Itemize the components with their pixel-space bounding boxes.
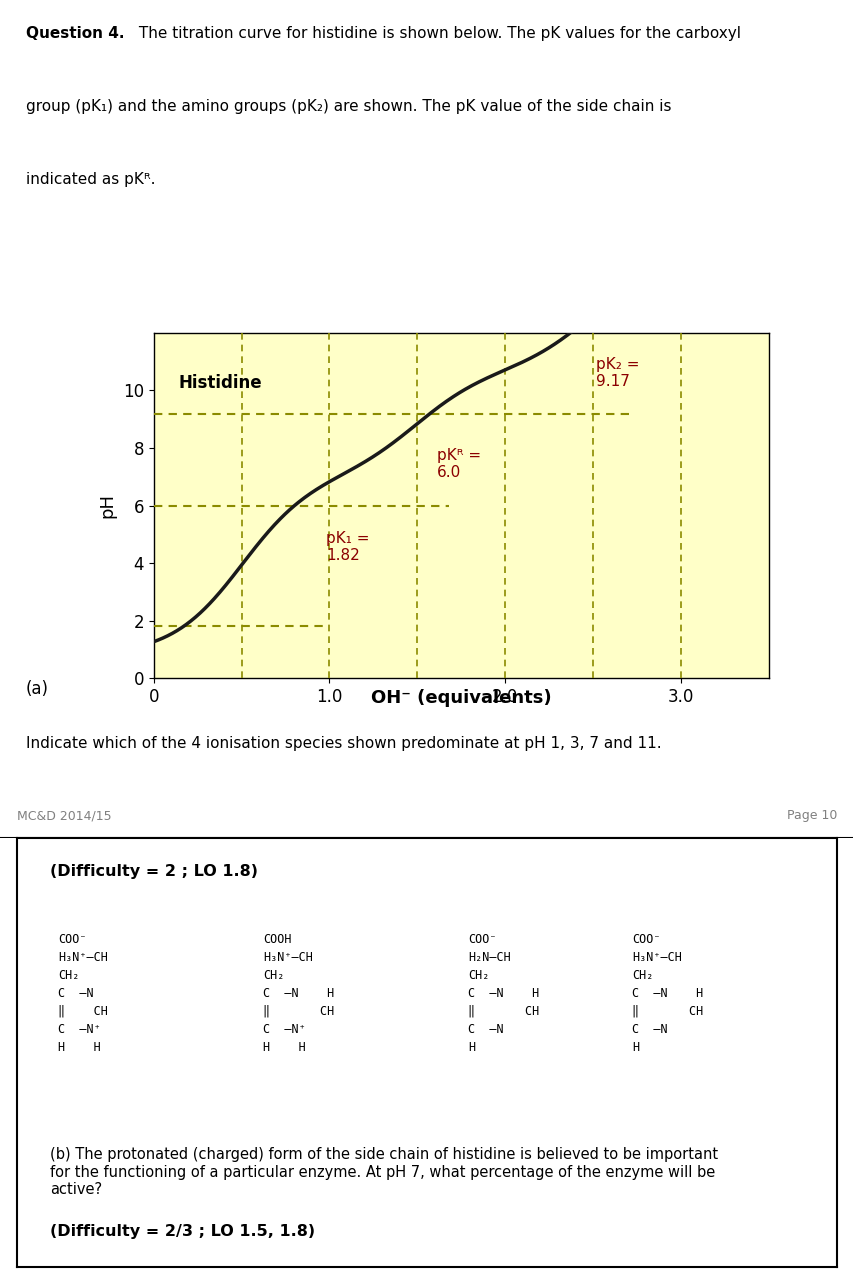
Text: group (pK₁) and the amino groups (pK₂) are shown. The pK value of the side chain: group (pK₁) and the amino groups (pK₂) a… (26, 99, 670, 114)
Text: indicated as pKᴿ.: indicated as pKᴿ. (26, 172, 155, 187)
Text: pKᴿ =
6.0: pKᴿ = 6.0 (436, 448, 480, 480)
Text: COOH
H₃N⁺–CH
CH₂
C  –N    H
‖       CH
C  –N⁺
H    H: COOH H₃N⁺–CH CH₂ C –N H ‖ CH C –N⁺ H H (263, 933, 334, 1053)
Text: pK₁ =
1.82: pK₁ = 1.82 (326, 531, 369, 563)
Text: (Difficulty = 2/3 ; LO 1.5, 1.8): (Difficulty = 2/3 ; LO 1.5, 1.8) (49, 1224, 315, 1239)
Y-axis label: pH: pH (98, 493, 116, 518)
Text: Indicate which of the 4 ionisation species shown predominate at pH 1, 3, 7 and 1: Indicate which of the 4 ionisation speci… (26, 736, 660, 751)
Text: Page 10: Page 10 (786, 809, 836, 823)
Text: (b) The protonated (charged) form of the side chain of histidine is believed to : (b) The protonated (charged) form of the… (49, 1147, 717, 1197)
Text: (a): (a) (26, 680, 49, 698)
Text: OH⁻ (equivalents): OH⁻ (equivalents) (370, 689, 551, 707)
Text: COO⁻
H₂N–CH
CH₂
C  –N    H
‖       CH
C  –N
H: COO⁻ H₂N–CH CH₂ C –N H ‖ CH C –N H (467, 933, 538, 1053)
Text: The titration curve for histidine is shown below. The pK values for the carboxyl: The titration curve for histidine is sho… (134, 26, 740, 41)
Text: pK₂ =
9.17: pK₂ = 9.17 (595, 357, 639, 389)
Text: COO⁻
H₃N⁺–CH
CH₂
C  –N
‖    CH
C  –N⁺
H    H: COO⁻ H₃N⁺–CH CH₂ C –N ‖ CH C –N⁺ H H (58, 933, 107, 1053)
Text: (Difficulty = 2 ; LO 1.8): (Difficulty = 2 ; LO 1.8) (49, 864, 258, 879)
Text: COO⁻
H₃N⁺–CH
CH₂
C  –N    H
‖       CH
C  –N
H: COO⁻ H₃N⁺–CH CH₂ C –N H ‖ CH C –N H (631, 933, 702, 1053)
Text: MC&D 2014/15: MC&D 2014/15 (17, 809, 112, 823)
Text: Histidine: Histidine (178, 374, 262, 392)
Text: Question 4.: Question 4. (26, 26, 124, 41)
